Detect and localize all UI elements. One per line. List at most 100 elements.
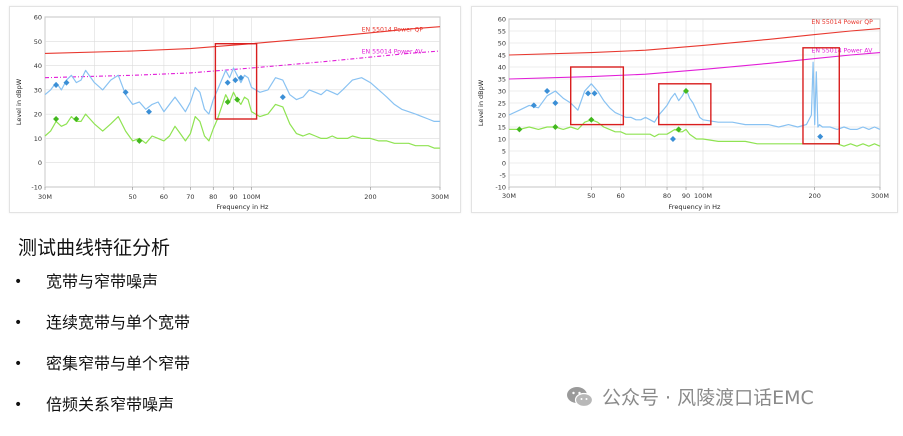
y-tick-label: 5 [502, 148, 506, 156]
y-tick-label: 50 [498, 40, 506, 48]
peak-marker [585, 90, 592, 97]
y-axis-label: Level in dBpW [477, 79, 485, 126]
highlight-box [214, 43, 258, 120]
y-tick-label: 60 [498, 16, 506, 24]
peak-marker [224, 79, 231, 86]
list-item-text: 倍频关系窄带噪声 [46, 395, 175, 414]
peak-marker [544, 88, 551, 94]
peak-marker [552, 100, 559, 106]
x-tick-label: 300M [431, 193, 449, 201]
x-tick-label: 80 [209, 193, 217, 201]
x-tick-label: 80 [663, 192, 671, 200]
list-item-text: 连续宽带与单个宽带 [46, 313, 191, 332]
list-item: • 宽带与窄带噪声 [14, 272, 190, 313]
highlight-box [570, 66, 625, 126]
x-tick-label: 90 [682, 192, 690, 200]
list-item: • 倍频关系窄带噪声 [14, 395, 190, 436]
peak-marker [145, 108, 152, 115]
peak-marker [232, 77, 239, 84]
y-tick-label: -10 [495, 184, 506, 192]
chart-panel-left: -10 0 10 20 30 40 50 60 30M 50 60 70 80 90 100M 200 300M… [9, 6, 461, 213]
bullet-icon: • [14, 397, 23, 413]
peak-marker [591, 90, 598, 97]
average-marker [53, 116, 60, 122]
qp-limit-label: EN 55014 Power QP [811, 19, 873, 26]
average-marker [588, 116, 595, 123]
qp-limit-line [508, 28, 881, 56]
y-tick-label: 20 [498, 112, 506, 120]
watermark-text: 公众号 · 风陵渡口话EMC [602, 387, 814, 409]
y-tick-label: 60 [34, 14, 42, 22]
chart-panel-right: -10 -5 0 5 10 15 20 25 30 35 40 45 50 55 60 30M 50 60 80 90… [471, 6, 898, 213]
qp-limit-line [44, 26, 441, 54]
average-marker [234, 96, 241, 103]
x-axis-label: Frequency in Hz [669, 203, 722, 211]
highlight-box [658, 83, 712, 126]
list-item: • 密集窄带与单个窄带 [14, 354, 190, 395]
peak-trace [44, 67, 440, 123]
bullet-icon: • [14, 274, 23, 290]
average-marker [224, 99, 231, 105]
av-limit-label: EN 55014 Power AV [811, 48, 873, 55]
peak-marker [669, 136, 676, 142]
y-tick-label: 45 [498, 52, 506, 60]
emission-chart-left: -10 0 10 20 30 40 50 60 30M 50 60 70 80 90 100M 200 300M… [15, 14, 449, 212]
bullet-icon: • [14, 315, 23, 331]
list-item: • 连续宽带与单个宽带 [14, 313, 190, 354]
peak-marker [279, 94, 286, 101]
y-tick-label: 0 [502, 160, 506, 168]
y-tick-label: 40 [34, 62, 42, 70]
x-tick-label: 50 [128, 193, 136, 201]
average-marker [73, 116, 80, 122]
x-tick-label: 30M [38, 193, 52, 201]
x-tick-label: 200 [364, 193, 376, 201]
y-tick-label: 15 [498, 124, 506, 132]
x-tick-label: 60 [160, 193, 168, 201]
section-heading: 测试曲线特征分析 [18, 237, 171, 259]
emission-chart-right: -10 -5 0 5 10 15 20 25 30 35 40 45 50 55 60 30M 50 60 80 90… [477, 16, 889, 212]
y-tick-label: 25 [498, 100, 506, 108]
average-marker [675, 126, 682, 133]
peak-marker [122, 89, 129, 96]
y-tick-label: 50 [34, 38, 42, 46]
y-tick-label: 55 [498, 28, 506, 36]
av-limit-label: EN 55014 Power AV [362, 48, 424, 55]
x-axis-label: Frequency in Hz [217, 203, 270, 211]
x-tick-label: 60 [617, 192, 625, 200]
wechat-icon [567, 386, 594, 407]
x-tick-label: 300M [871, 192, 889, 200]
y-tick-label: 0 [38, 159, 42, 167]
peak-marker [817, 133, 824, 140]
av-limit-line [508, 52, 881, 80]
y-tick-label: 10 [34, 135, 42, 143]
y-axis-label: Level in dBpW [15, 78, 23, 125]
y-tick-label: 30 [34, 86, 42, 94]
highlight-box [802, 47, 840, 145]
qp-limit-label: EN 55014 Power QP [362, 27, 424, 34]
list-item-text: 密集窄带与单个窄带 [46, 354, 191, 373]
average-marker [552, 124, 559, 130]
average-trace [44, 91, 440, 149]
x-tick-label: 100M [243, 193, 261, 201]
peak-marker [53, 82, 60, 88]
y-tick-label: 40 [498, 64, 506, 72]
x-tick-label: 200 [808, 192, 820, 200]
x-tick-label: 30M [502, 192, 516, 200]
list-item-text: 宽带与窄带噪声 [46, 272, 159, 291]
x-tick-label: 70 [186, 193, 194, 201]
x-tick-label: 90 [229, 193, 237, 201]
y-tick-label: -5 [500, 172, 506, 180]
average-marker [683, 88, 690, 94]
peak-marker [530, 102, 537, 109]
watermark: 公众号 · 风陵渡口话EMC [566, 383, 814, 410]
x-tick-label: 50 [587, 192, 595, 200]
feature-list: • 宽带与窄带噪声 • 连续宽带与单个宽带 • 密集窄带与单个窄带 • 倍频关系窄带噪声 [14, 272, 190, 436]
y-tick-label: -10 [31, 184, 42, 192]
y-tick-label: 10 [498, 136, 506, 144]
peak-marker [63, 79, 70, 86]
y-tick-label: 35 [498, 76, 506, 84]
peak-marker [237, 74, 244, 81]
average-marker [516, 126, 523, 133]
average-marker [136, 137, 143, 144]
y-tick-label: 30 [498, 88, 506, 96]
